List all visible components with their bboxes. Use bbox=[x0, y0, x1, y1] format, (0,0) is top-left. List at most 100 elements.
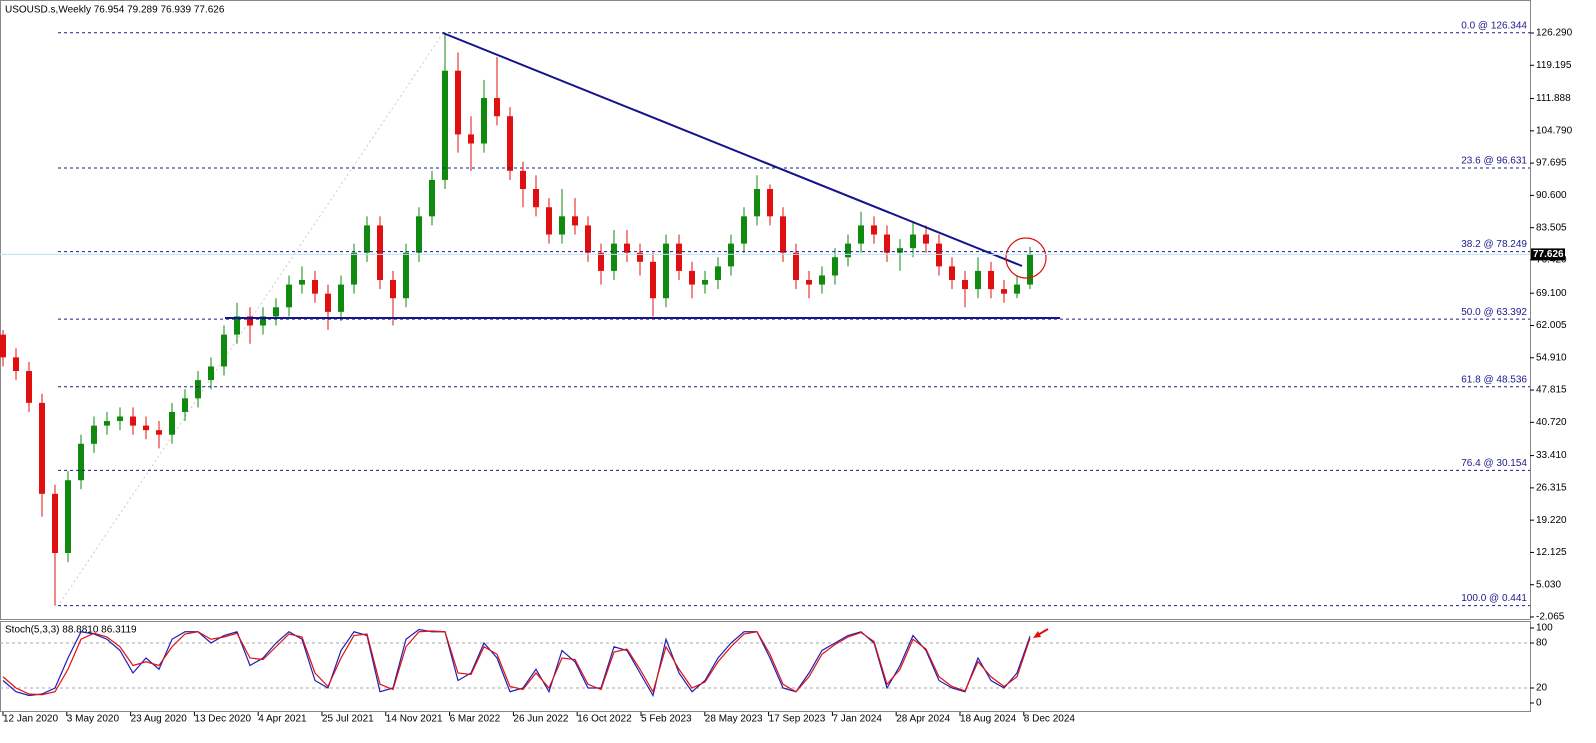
candle-body bbox=[91, 425, 97, 444]
candle-body bbox=[377, 225, 383, 281]
candle-body bbox=[689, 270, 695, 285]
candle-body bbox=[325, 293, 331, 312]
candle-body bbox=[286, 284, 292, 308]
y-tick-label: 104.790 bbox=[1536, 125, 1573, 136]
y-tick-label: 126.290 bbox=[1536, 28, 1573, 39]
fib-label: 38.2 @ 78.249 bbox=[1461, 239, 1527, 250]
candle-body bbox=[650, 261, 656, 299]
x-tick-label: 4 Apr 2021 bbox=[258, 714, 307, 725]
candle-body bbox=[728, 243, 734, 267]
stoch-y-tick-label: 0 bbox=[1536, 698, 1542, 709]
candle-body bbox=[260, 316, 266, 326]
x-tick-label: 8 Dec 2024 bbox=[1024, 714, 1076, 725]
stoch-line bbox=[2, 628, 1031, 698]
highlight-circle bbox=[1005, 237, 1047, 279]
x-tick-label: 13 Dec 2020 bbox=[194, 714, 251, 725]
candle-body bbox=[936, 243, 942, 267]
stoch-pane bbox=[0, 621, 1531, 712]
candle-body bbox=[416, 216, 422, 253]
arrow-head bbox=[1033, 631, 1041, 638]
fib-label: 0.0 @ 126.344 bbox=[1461, 20, 1527, 31]
candle-body bbox=[169, 411, 175, 435]
candle-body bbox=[585, 225, 591, 253]
x-tick-label: 7 Jan 2024 bbox=[832, 714, 882, 725]
candle-body bbox=[767, 189, 773, 217]
candle-body bbox=[871, 225, 877, 235]
stoch-y-tick-label: 20 bbox=[1536, 683, 1548, 694]
fib-label: 23.6 @ 96.631 bbox=[1461, 156, 1527, 167]
price-pane bbox=[0, 0, 1531, 620]
stoch-title: Stoch(5,3,3) 88.8810 86.3119 bbox=[5, 625, 137, 636]
candle-body bbox=[351, 252, 357, 285]
candle-body bbox=[156, 430, 162, 435]
stoch-line bbox=[2, 630, 1031, 696]
candle-body bbox=[975, 270, 981, 290]
candle-body bbox=[338, 284, 344, 312]
y-tick-label: 26.315 bbox=[1536, 483, 1567, 494]
candle-body bbox=[299, 280, 305, 285]
candle-body bbox=[247, 316, 253, 326]
candle-body bbox=[468, 134, 474, 144]
candle-body bbox=[858, 225, 864, 244]
x-tick-label: 17 Sep 2023 bbox=[769, 714, 826, 725]
candle-body bbox=[39, 402, 45, 494]
y-tick-label: 19.220 bbox=[1536, 515, 1567, 526]
candle-body bbox=[637, 252, 643, 262]
candle-body bbox=[949, 266, 955, 281]
x-tick-label: 3 May 2020 bbox=[67, 714, 120, 725]
y-tick-label: 83.505 bbox=[1536, 222, 1567, 233]
candle-body bbox=[403, 252, 409, 299]
candle-body bbox=[0, 334, 6, 358]
y-tick-label: 62.005 bbox=[1536, 320, 1567, 331]
candle-body bbox=[754, 189, 760, 217]
current-price-label: 77.626 bbox=[1533, 249, 1564, 260]
candle-body bbox=[832, 257, 838, 276]
y-tick-label: 119.195 bbox=[1536, 60, 1572, 71]
stoch-y-tick-label: 80 bbox=[1536, 638, 1548, 649]
y-tick-label: 33.410 bbox=[1536, 450, 1567, 461]
candle-body bbox=[117, 416, 123, 422]
candle-body bbox=[572, 216, 578, 226]
y-tick-label: 47.815 bbox=[1536, 385, 1567, 396]
candle-body bbox=[884, 234, 890, 253]
candle-body bbox=[26, 371, 32, 403]
x-tick-label: 5 Feb 2023 bbox=[641, 714, 692, 725]
candle-body bbox=[559, 216, 565, 235]
candle-body bbox=[195, 380, 201, 399]
candle-body bbox=[481, 98, 487, 144]
candle-body bbox=[442, 70, 448, 180]
candle-body bbox=[923, 234, 929, 244]
candle-body bbox=[182, 398, 188, 412]
candle-body bbox=[65, 480, 71, 554]
marks bbox=[0, 32, 1033, 606]
candle-body bbox=[455, 70, 461, 135]
x-tick-label: 28 May 2023 bbox=[705, 714, 763, 725]
x-tick-label: 14 Nov 2021 bbox=[386, 714, 443, 725]
candle-body bbox=[52, 493, 58, 554]
candle-body bbox=[494, 98, 500, 117]
candle-body bbox=[520, 170, 526, 190]
y-tick-label: 97.695 bbox=[1536, 158, 1567, 169]
x-tick-label: 25 Jul 2021 bbox=[322, 714, 374, 725]
fib-label: 61.8 @ 48.536 bbox=[1461, 374, 1527, 385]
candle-body bbox=[208, 366, 214, 381]
candle-body bbox=[988, 270, 994, 290]
y-tick-label: 40.720 bbox=[1536, 417, 1567, 428]
candle-body bbox=[1014, 284, 1020, 294]
candle-body bbox=[221, 334, 227, 367]
candle-body bbox=[13, 357, 19, 372]
candle-body bbox=[234, 316, 240, 335]
candle-body bbox=[533, 189, 539, 208]
candle-body bbox=[546, 207, 552, 235]
fib-label: 50.0 @ 63.392 bbox=[1461, 307, 1527, 318]
candle-body bbox=[611, 243, 617, 271]
candle-body bbox=[507, 116, 513, 171]
candle-body bbox=[910, 234, 916, 249]
candle-body bbox=[780, 216, 786, 253]
candle-body bbox=[715, 266, 721, 281]
candle-body bbox=[819, 275, 825, 285]
y-tick-label: -2.065 bbox=[1536, 612, 1565, 623]
candle-body bbox=[624, 243, 630, 253]
candle-body bbox=[130, 416, 136, 426]
